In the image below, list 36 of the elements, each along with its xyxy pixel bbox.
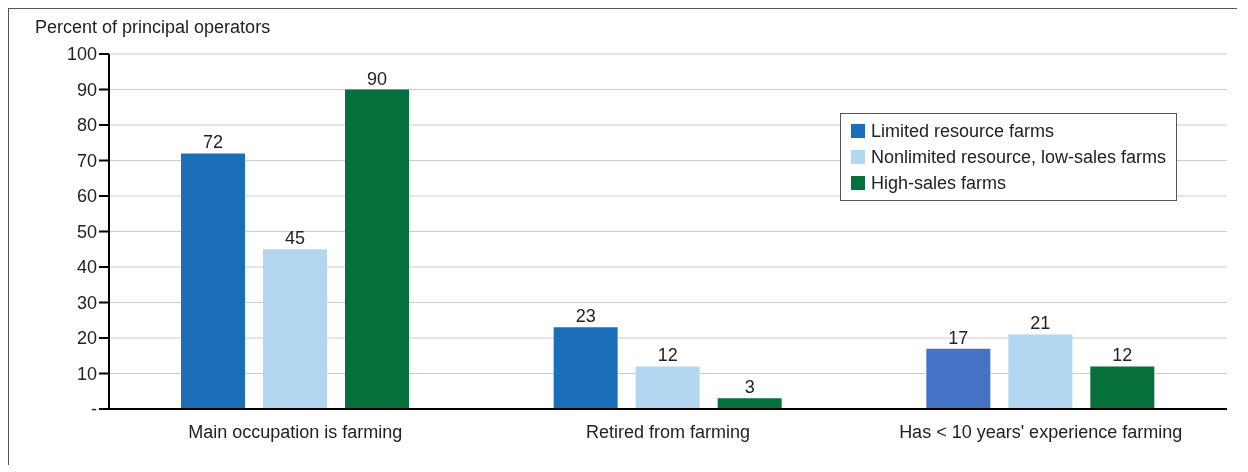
bar: [635, 366, 700, 409]
bar: [345, 89, 409, 409]
bar: [926, 348, 991, 409]
y-tick-label: 40: [76, 257, 97, 278]
data-label: 17: [948, 327, 969, 348]
y-tick-label: 60: [76, 186, 97, 207]
y-tick-label: 90: [76, 79, 97, 100]
bar: [263, 249, 327, 409]
data-label: 23: [575, 306, 596, 327]
bar: [1090, 366, 1155, 409]
bar: [553, 327, 618, 409]
x-tick-label: Retired from farming: [585, 421, 751, 442]
bar: [181, 153, 245, 409]
y-tick-label: 30: [76, 292, 97, 313]
x-tick-label: Main occupation is farming: [188, 421, 403, 442]
data-label: 3: [744, 377, 755, 398]
data-label: 90: [366, 68, 388, 89]
data-label: 72: [202, 132, 224, 153]
y-tick-label: 10: [76, 363, 97, 384]
bar: [717, 398, 782, 409]
data-label: 12: [1112, 345, 1133, 366]
legend-label: Limited resource farms: [870, 120, 1054, 143]
y-tick-label: 20: [76, 328, 97, 349]
data-label: 21: [1030, 313, 1051, 334]
y-tick-label: 70: [76, 150, 97, 171]
y-tick-label: 100: [66, 44, 97, 65]
y-tick-label: 80: [76, 115, 97, 136]
y-tick-label: 50: [76, 221, 97, 242]
y-axis-title: Percent of principal operators: [35, 17, 271, 38]
y-tick-label: -: [91, 399, 97, 420]
x-tick-label: Has < 10 years' experience farming: [899, 421, 1183, 442]
data-label: 45: [284, 228, 306, 249]
data-label: 12: [657, 345, 678, 366]
legend-label: High-sales farms: [870, 172, 1006, 195]
legend-label: Nonlimited resource, low-sales farms: [870, 146, 1166, 169]
bar: [1008, 334, 1073, 409]
